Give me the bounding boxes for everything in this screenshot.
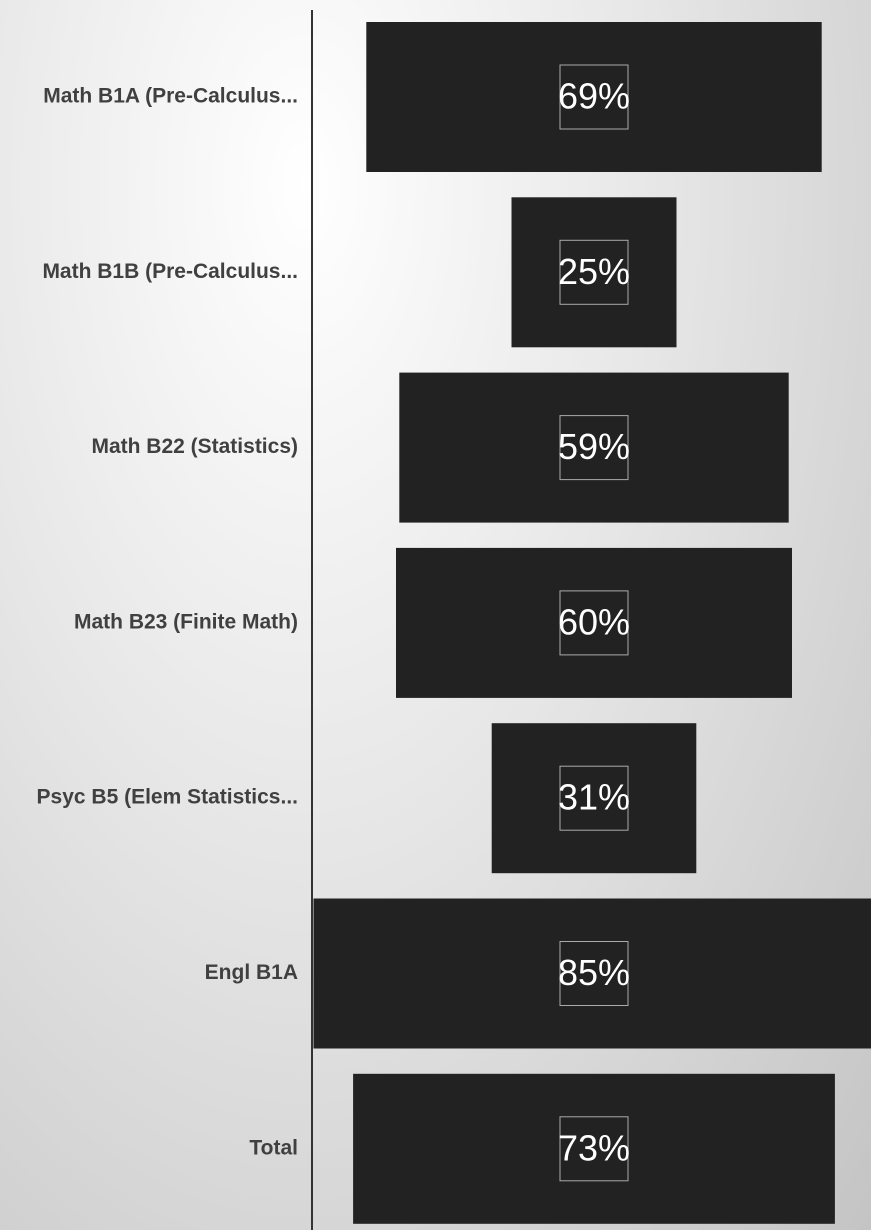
value-label: 85% xyxy=(558,952,630,993)
value-label: 25% xyxy=(558,251,630,292)
value-label: 69% xyxy=(558,76,630,117)
value-label-box xyxy=(559,239,629,305)
category-label: Total xyxy=(249,1136,298,1159)
bar xyxy=(491,723,697,874)
value-label: 59% xyxy=(558,426,630,467)
bar xyxy=(396,547,792,698)
bar xyxy=(353,1073,835,1224)
category-label: Math B1B (Pre-Calculus... xyxy=(42,260,298,283)
bar xyxy=(399,372,789,523)
value-label-box xyxy=(559,415,629,481)
value-label: 60% xyxy=(558,601,630,642)
bar xyxy=(366,22,822,172)
category-label: Engl B1A xyxy=(205,961,298,984)
category-label: Math B23 (Finite Math) xyxy=(74,610,298,633)
value-label-box xyxy=(559,941,629,1006)
value-label: 73% xyxy=(558,1127,630,1168)
category-label: Math B1A (Pre-Calculus... xyxy=(43,85,298,108)
bar xyxy=(313,898,871,1049)
value-label-box xyxy=(559,64,629,130)
value-label-box xyxy=(559,765,629,831)
value-label-box xyxy=(559,1116,629,1182)
category-label: Math B22 (Statistics) xyxy=(91,435,298,458)
value-label: 31% xyxy=(558,777,630,818)
category-label: Psyc B5 (Elem Statistics... xyxy=(37,786,298,809)
value-label-box xyxy=(559,590,629,656)
bar xyxy=(511,197,677,348)
